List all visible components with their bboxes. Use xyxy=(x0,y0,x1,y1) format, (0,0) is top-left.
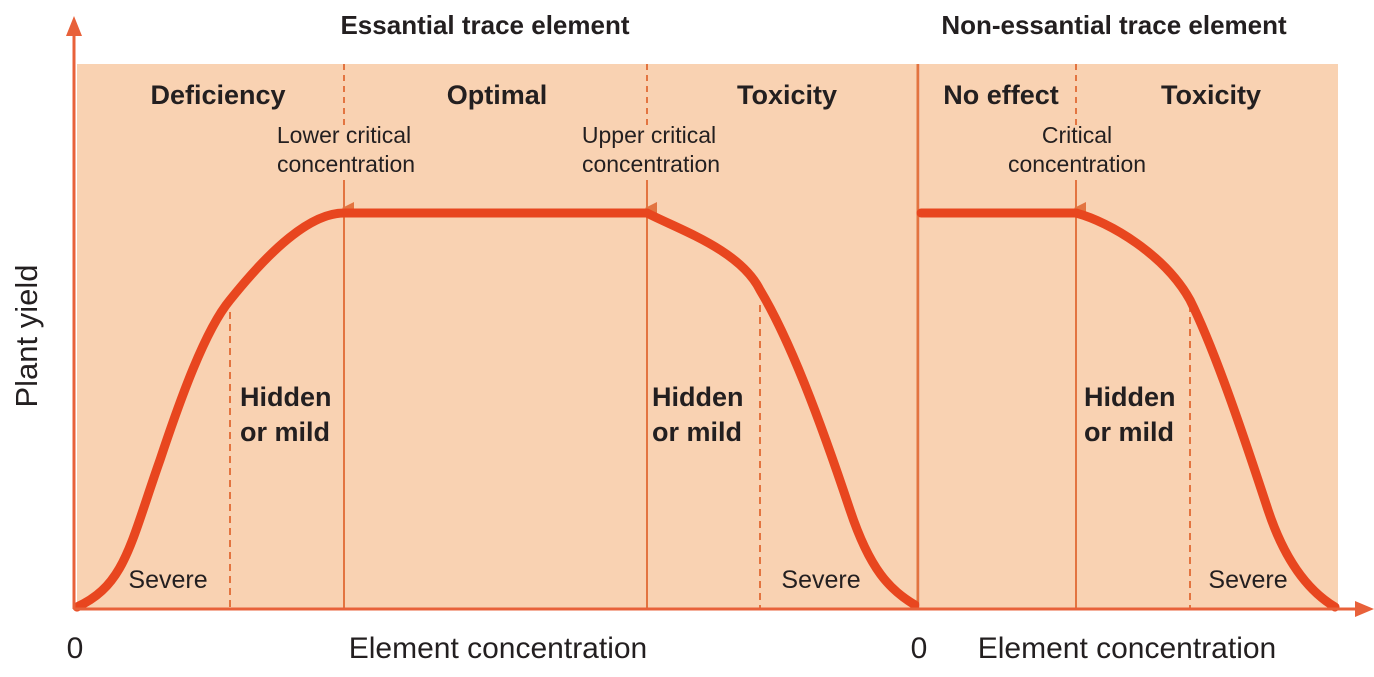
hidden-mild-left-line2: or mild xyxy=(240,417,330,447)
severe-left-label: Severe xyxy=(128,566,207,594)
critical-label-line2: concentration xyxy=(1008,151,1146,177)
lower-critical-label-line2: concentration xyxy=(277,151,415,177)
y-axis-label: Plant yield xyxy=(9,264,44,407)
zone-toxicity-non-essential: Toxicity xyxy=(1161,80,1261,110)
essential-yield-curve xyxy=(72,208,920,612)
origin-label-non-essential: 0 xyxy=(911,632,928,665)
severe-non-essential-label: Severe xyxy=(1208,566,1287,594)
upper-critical-label-line2: concentration xyxy=(582,151,720,177)
hidden-mild-non-essential-line1: Hidden xyxy=(1084,382,1176,412)
y-axis-arrowhead xyxy=(66,16,82,36)
x-axis-arrowhead xyxy=(1355,601,1374,617)
essential-panel-background xyxy=(77,64,917,609)
lower-critical-label-line1: Lower critical xyxy=(277,122,411,148)
zone-toxicity-essential: Toxicity xyxy=(737,80,837,110)
hidden-mild-left-line1: Hidden xyxy=(240,382,332,412)
non-essential-title: Non-essantial trace element xyxy=(941,10,1287,40)
hidden-mild-right-line2: or mild xyxy=(652,417,742,447)
critical-label-line1: Critical xyxy=(1042,122,1112,148)
non-essential-yield-curve xyxy=(916,208,1340,612)
origin-label-essential: 0 xyxy=(67,632,84,665)
hidden-mild-non-essential-line2: or mild xyxy=(1084,417,1174,447)
upper-critical-label-line1: Upper critical xyxy=(582,122,716,148)
severe-right-label: Severe xyxy=(781,566,860,594)
zone-optimal: Optimal xyxy=(447,80,548,110)
essential-title: Essantial trace element xyxy=(340,10,629,40)
hidden-mild-right-line1: Hidden xyxy=(652,382,744,412)
x-axis-label-essential: Element concentration xyxy=(349,632,648,665)
zone-no-effect: No effect xyxy=(943,80,1059,110)
zone-deficiency: Deficiency xyxy=(150,80,285,110)
x-axis-label-non-essential: Element concentration xyxy=(978,632,1277,665)
